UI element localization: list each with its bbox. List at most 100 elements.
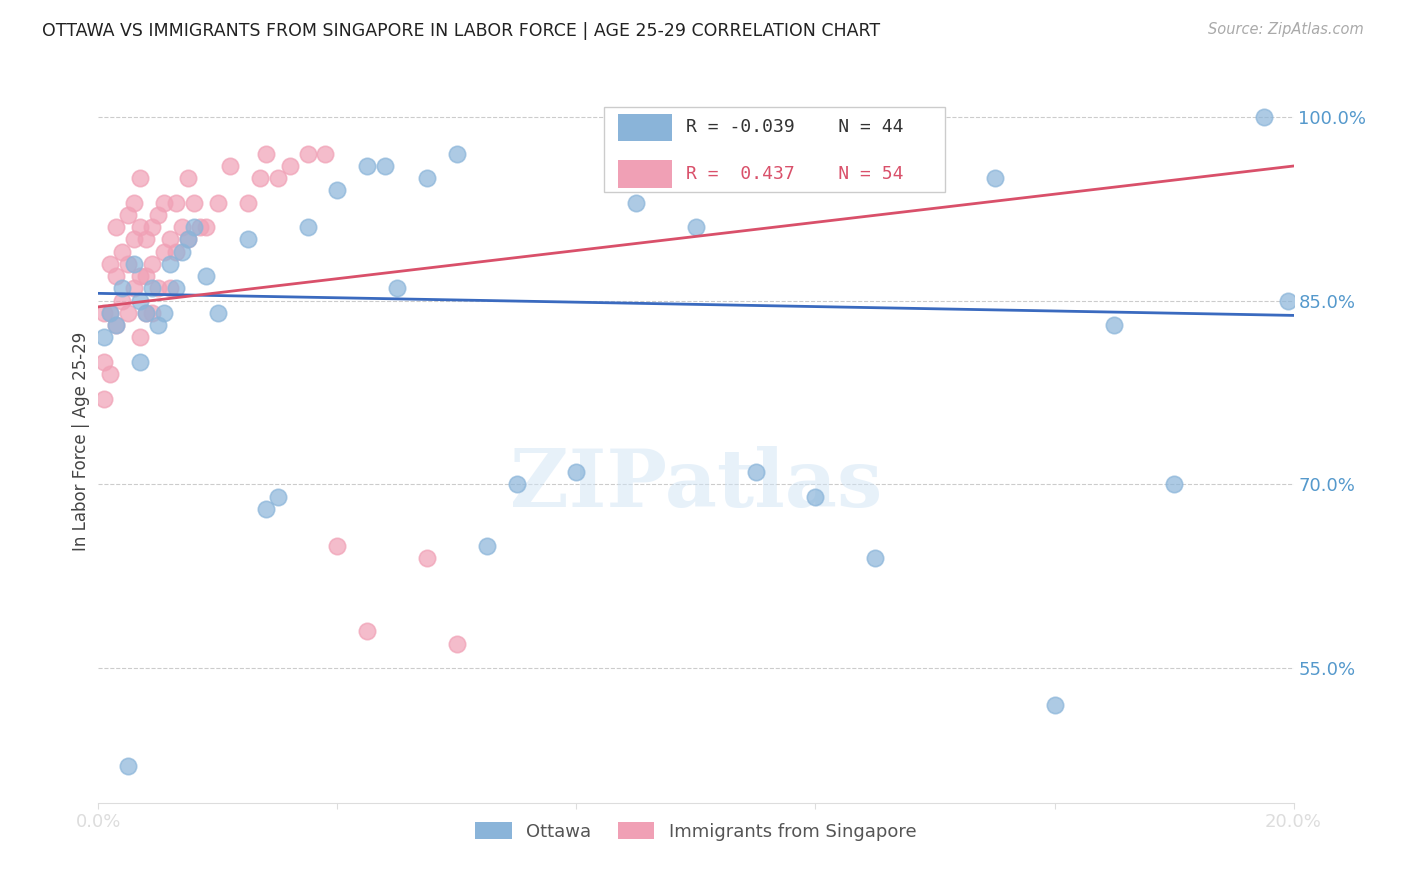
Point bbox=[183, 195, 205, 210]
Point bbox=[745, 465, 768, 479]
Point bbox=[93, 392, 115, 406]
Point bbox=[117, 257, 139, 271]
FancyBboxPatch shape bbox=[619, 161, 672, 188]
Point bbox=[93, 306, 115, 320]
Point bbox=[804, 490, 827, 504]
Point bbox=[207, 306, 229, 320]
Point bbox=[207, 195, 229, 210]
Point bbox=[506, 477, 529, 491]
Point bbox=[105, 318, 128, 333]
Point bbox=[565, 465, 588, 479]
Point bbox=[117, 306, 139, 320]
Point bbox=[172, 244, 194, 259]
Point bbox=[177, 232, 200, 246]
Point bbox=[93, 355, 115, 369]
Point bbox=[195, 220, 218, 235]
Point bbox=[141, 257, 163, 271]
Point bbox=[148, 208, 170, 222]
Point bbox=[105, 269, 128, 284]
Point bbox=[177, 232, 200, 246]
Point bbox=[141, 306, 163, 320]
Point bbox=[188, 220, 211, 235]
Point bbox=[98, 306, 122, 320]
Point bbox=[385, 281, 409, 295]
Point bbox=[267, 171, 290, 186]
Point bbox=[183, 220, 205, 235]
Point bbox=[159, 232, 181, 246]
Text: R =  0.437    N = 54: R = 0.437 N = 54 bbox=[686, 165, 904, 183]
Point bbox=[135, 306, 157, 320]
Point bbox=[326, 539, 349, 553]
Point bbox=[1277, 293, 1299, 308]
Point bbox=[105, 220, 128, 235]
Point bbox=[148, 318, 170, 333]
Point bbox=[1253, 110, 1275, 124]
Point bbox=[129, 330, 152, 344]
Text: OTTAWA VS IMMIGRANTS FROM SINGAPORE IN LABOR FORCE | AGE 25-29 CORRELATION CHART: OTTAWA VS IMMIGRANTS FROM SINGAPORE IN L… bbox=[42, 22, 880, 40]
Point bbox=[416, 550, 439, 565]
Point bbox=[475, 539, 498, 553]
Point bbox=[129, 171, 152, 186]
Point bbox=[141, 220, 163, 235]
Point bbox=[249, 171, 271, 186]
Point bbox=[111, 281, 134, 295]
Point bbox=[254, 502, 277, 516]
Point bbox=[416, 171, 439, 186]
Point bbox=[135, 269, 157, 284]
Point bbox=[267, 490, 290, 504]
Point bbox=[297, 220, 319, 235]
Point bbox=[124, 281, 146, 295]
Point bbox=[129, 293, 152, 308]
Text: R = -0.039    N = 44: R = -0.039 N = 44 bbox=[686, 119, 904, 136]
Point bbox=[984, 171, 1007, 186]
Point bbox=[135, 232, 157, 246]
Point bbox=[153, 306, 176, 320]
Point bbox=[111, 293, 134, 308]
Point bbox=[165, 195, 187, 210]
Point bbox=[1043, 698, 1066, 712]
Point bbox=[98, 257, 122, 271]
Point bbox=[374, 159, 396, 173]
Legend: Ottawa, Immigrants from Singapore: Ottawa, Immigrants from Singapore bbox=[468, 814, 924, 848]
Point bbox=[315, 146, 337, 161]
Point bbox=[278, 159, 301, 173]
Point bbox=[236, 195, 259, 210]
Point bbox=[1104, 318, 1126, 333]
Point bbox=[117, 759, 139, 773]
Point bbox=[326, 184, 349, 198]
Point bbox=[148, 281, 170, 295]
Point bbox=[356, 159, 378, 173]
Point bbox=[685, 220, 707, 235]
Point bbox=[98, 306, 122, 320]
Point bbox=[177, 171, 200, 186]
Point bbox=[446, 146, 468, 161]
Point bbox=[111, 244, 134, 259]
Point bbox=[124, 195, 146, 210]
Point bbox=[865, 550, 887, 565]
Point bbox=[129, 220, 152, 235]
Point bbox=[153, 195, 176, 210]
Point bbox=[297, 146, 319, 161]
Point bbox=[129, 269, 152, 284]
Point bbox=[105, 318, 128, 333]
Point bbox=[141, 281, 163, 295]
Point bbox=[924, 159, 946, 173]
Text: ZIPatlas: ZIPatlas bbox=[510, 446, 882, 524]
Point bbox=[172, 220, 194, 235]
Point bbox=[626, 195, 648, 210]
Point bbox=[195, 269, 218, 284]
Y-axis label: In Labor Force | Age 25-29: In Labor Force | Age 25-29 bbox=[72, 332, 90, 551]
Point bbox=[159, 281, 181, 295]
Point bbox=[165, 244, 187, 259]
Point bbox=[124, 257, 146, 271]
Text: Source: ZipAtlas.com: Source: ZipAtlas.com bbox=[1208, 22, 1364, 37]
Point bbox=[165, 281, 187, 295]
Point bbox=[93, 330, 115, 344]
Point bbox=[129, 355, 152, 369]
Point bbox=[124, 232, 146, 246]
Point bbox=[446, 637, 468, 651]
Point bbox=[1163, 477, 1185, 491]
FancyBboxPatch shape bbox=[605, 107, 945, 193]
Point bbox=[117, 208, 139, 222]
Point bbox=[236, 232, 259, 246]
